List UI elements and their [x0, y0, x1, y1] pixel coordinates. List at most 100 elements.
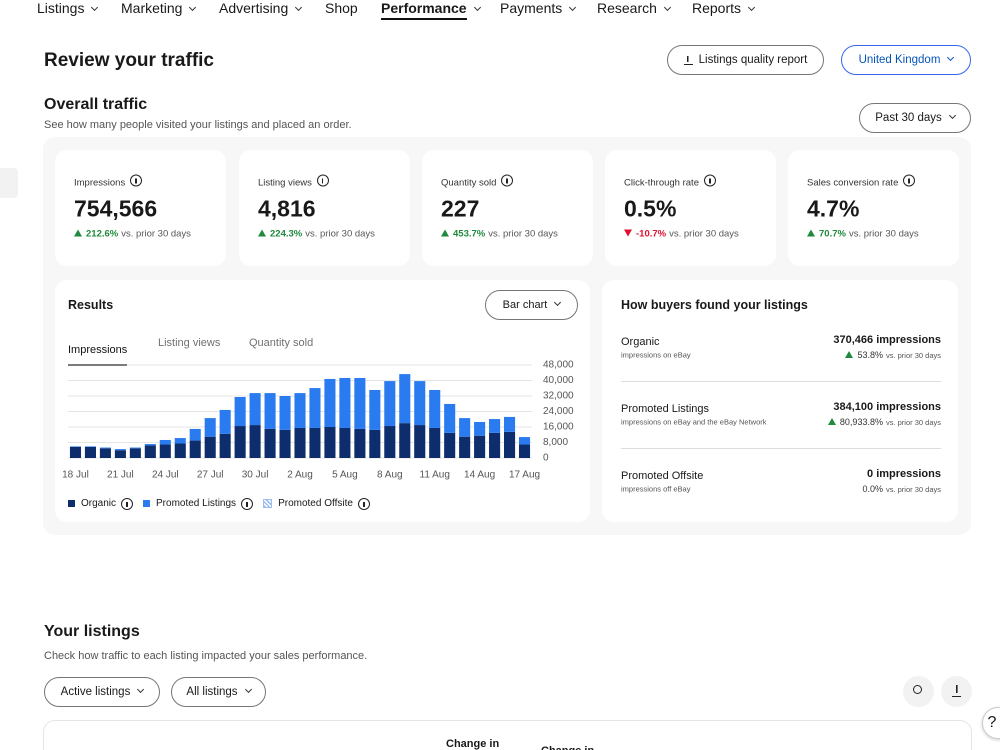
- download-button[interactable]: [941, 676, 972, 707]
- metric-card[interactable]: Click-through rate 0.5% -10.7% vs. prior 30…: [605, 150, 776, 266]
- region-button[interactable]: United Kingdom: [841, 45, 971, 75]
- help-label: ?: [987, 714, 997, 731]
- filter-button[interactable]: Active listings: [44, 677, 160, 707]
- channel-change: 0.0% vs. prior 30 days: [862, 484, 941, 494]
- legend-label: Promoted Offsite: [278, 497, 353, 509]
- period-button[interactable]: Past 30 days: [859, 103, 971, 133]
- info-icon: [241, 498, 254, 510]
- bar: [369, 389, 381, 430]
- metric-label-text: Quantity sold: [441, 177, 497, 189]
- report-button[interactable]: Listings quality report: [667, 45, 824, 75]
- channel-value: 370,466 impressions: [833, 334, 941, 346]
- listings-table: Change in Change in: [43, 720, 972, 750]
- bar: [69, 446, 82, 458]
- bar: [309, 388, 321, 428]
- channel-name: Promoted Listings: [621, 403, 710, 415]
- metric-label-text: Click-through rate: [624, 177, 699, 189]
- bar: [399, 374, 411, 424]
- chart-tab[interactable]: Quantity sold: [249, 337, 314, 349]
- metric-card[interactable]: Impressions 754,566 212.6% vs. prior 30 day…: [55, 150, 226, 266]
- legend-item: Organic: [68, 497, 134, 510]
- bar: [174, 438, 186, 444]
- channel-description: impressions on eBay: [621, 350, 691, 360]
- y-tick-label: 32,000: [543, 391, 574, 402]
- nav-label: Payments: [500, 0, 563, 16]
- metric-label-text: Impressions: [74, 177, 126, 189]
- bar: [489, 419, 501, 433]
- channel-change-value: 80,933.8%: [839, 417, 883, 427]
- bar: [114, 450, 126, 458]
- nav-item[interactable]: Research: [597, 0, 671, 16]
- y-tick-label: 16,000: [543, 422, 574, 433]
- metric-label-text: Sales conversion rate: [807, 177, 899, 189]
- metric-card[interactable]: Sales conversion rate 4.7% 70.7% vs. prior …: [788, 150, 959, 266]
- channel-change: 53.8% vs. prior 30 days: [845, 350, 941, 360]
- bar: [129, 447, 141, 449]
- nav-item[interactable]: Shop: [325, 0, 358, 16]
- bar: [159, 439, 171, 445]
- bar: [234, 426, 246, 458]
- metric-change-value: 212.6%: [86, 228, 119, 240]
- metric-change-value: -10.7%: [636, 228, 667, 240]
- filter-button[interactable]: All listings: [171, 677, 266, 707]
- x-tick-label: 8 Aug: [377, 470, 403, 481]
- bar: [444, 432, 456, 458]
- metric-label: Listing views: [258, 174, 329, 189]
- help-button[interactable]: ?: [982, 707, 1000, 739]
- icon: [952, 685, 961, 697]
- period-label: Past 30 days: [875, 112, 942, 124]
- info-icon: [121, 498, 134, 510]
- channel-value: 0 impressions: [867, 468, 941, 480]
- metric-change: -10.7% vs. prior 30 days: [624, 229, 739, 240]
- nav-item[interactable]: Reports: [692, 0, 756, 16]
- search-button[interactable]: [903, 676, 934, 707]
- bar: [518, 437, 531, 445]
- chart: 0 8,000 16,000 24,000 32,000 40,000 48,000 18 J…: [62, 360, 574, 481]
- x-tick-label: 18 Jul: [62, 470, 89, 481]
- filter-label: All listings: [186, 686, 238, 698]
- bar: [114, 449, 126, 451]
- chart-tab[interactable]: Listing views: [158, 337, 221, 349]
- view-button[interactable]: Bar chart: [485, 290, 578, 320]
- section-subtitle: See how many people visited your listing…: [44, 119, 352, 131]
- bar: [459, 418, 471, 437]
- buyers-card: How buyers found your listings Organic imp…: [602, 280, 958, 522]
- y-tick-label: 8,000: [543, 437, 568, 448]
- nav-label: Marketing: [121, 0, 183, 16]
- legend-label: Promoted Listings: [156, 497, 237, 509]
- metric-compare: vs. prior 30 days: [488, 228, 558, 240]
- bar: [69, 446, 82, 447]
- metric-change-value: 70.7%: [819, 228, 846, 240]
- bar: [219, 409, 231, 434]
- nav-item[interactable]: Advertising: [219, 0, 303, 16]
- trend-arrow: [74, 229, 82, 237]
- bar: [369, 429, 381, 458]
- metric-label: Sales conversion rate: [807, 174, 916, 189]
- trend-arrow: [845, 351, 854, 358]
- bar: [459, 436, 471, 458]
- chevron: [569, 3, 577, 12]
- nav-label: Listings: [37, 0, 85, 16]
- channel-compare: vs. prior 30 days: [885, 485, 941, 494]
- icon: [913, 685, 922, 694]
- bar: [294, 427, 306, 458]
- nav-item[interactable]: Marketing: [121, 0, 197, 16]
- nav-item[interactable]: Listings: [37, 0, 99, 16]
- metric-card[interactable]: Quantity sold 227 453.7% vs. prior 30 days: [422, 150, 593, 266]
- nav-item[interactable]: Payments: [500, 0, 577, 16]
- bar: [144, 445, 156, 458]
- trend-arrow: [258, 229, 266, 237]
- metric-change: 70.7% vs. prior 30 days: [807, 229, 919, 240]
- metric-card[interactable]: Listing views 4,816 224.3% vs. prior 30 day…: [239, 150, 410, 266]
- trend-arrow: [441, 229, 449, 237]
- section-subtitle: Check how traffic to each listing impact…: [44, 650, 368, 662]
- nav-item[interactable]: Performance: [381, 0, 481, 20]
- bar: [279, 429, 291, 458]
- trend-arrow: [624, 229, 632, 237]
- metric-value: 4,816: [258, 195, 316, 222]
- legend-label: Organic: [81, 497, 117, 509]
- divider: [621, 448, 941, 449]
- bar: [339, 427, 351, 458]
- bar: [399, 423, 411, 458]
- channel-change: 80,933.8% vs. prior 30 days: [827, 417, 941, 427]
